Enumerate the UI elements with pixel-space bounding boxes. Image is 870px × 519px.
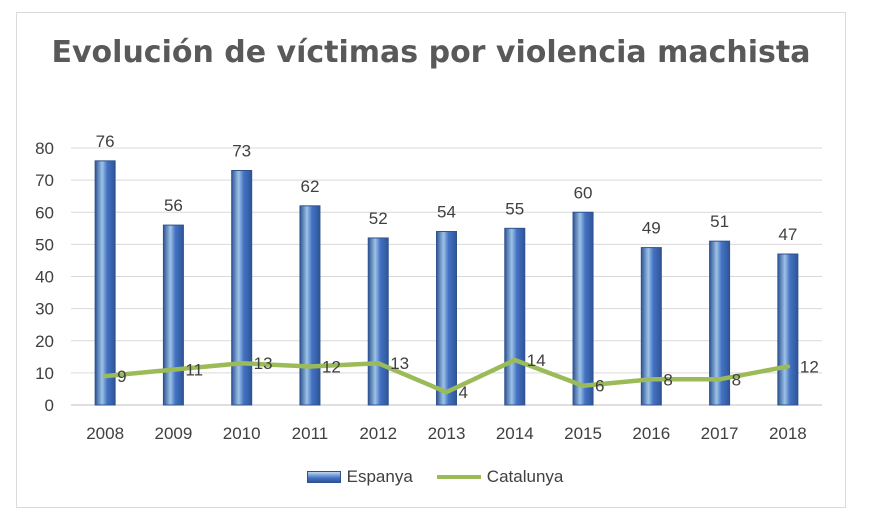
x-tick-label: 2010 [223,424,261,443]
y-tick-label: 80 [35,139,54,158]
data-label-catalunya: 12 [800,357,819,376]
data-label-espanya: 60 [574,183,593,202]
x-tick-label: 2013 [428,424,466,443]
data-label-catalunya: 8 [732,370,741,389]
x-tick-label: 2012 [359,424,397,443]
point-catalunya [785,364,790,369]
bar-espanya [231,169,253,406]
y-tick-label: 50 [35,235,54,254]
point-catalunya [649,377,654,382]
bar-espanya [162,224,184,406]
chart-legend: Espanya Catalunya [0,467,870,487]
data-label-espanya: 49 [642,219,661,238]
x-tick-label: 2016 [632,424,670,443]
bar-espanya [709,240,731,406]
bar-espanya [777,253,799,406]
data-label-catalunya: 4 [459,383,468,402]
y-tick-label: 70 [35,171,54,190]
point-catalunya [103,374,108,379]
x-tick-label: 2017 [701,424,739,443]
legend-item-catalunya: Catalunya [436,467,564,487]
data-label-espanya: 54 [437,203,456,222]
y-tick-label: 60 [35,203,54,222]
legend-swatch-espanya [306,471,341,483]
y-tick-label: 30 [35,300,54,319]
point-catalunya [717,377,722,382]
point-catalunya [444,390,449,395]
data-label-catalunya: 6 [595,377,604,396]
x-tick-label: 2011 [292,424,329,443]
x-tick-label: 2015 [564,424,602,443]
y-tick-label: 10 [35,364,54,383]
data-label-catalunya: 9 [117,367,126,386]
data-label-espanya: 76 [96,132,115,151]
y-tick-label: 0 [45,396,54,415]
bar-espanya [367,237,389,406]
data-label-espanya: 56 [164,196,183,215]
point-catalunya [376,361,381,366]
point-catalunya [171,367,176,372]
point-catalunya [239,361,244,366]
point-catalunya [307,364,312,369]
x-tick-label: 2018 [769,424,807,443]
bar-espanya [299,205,321,406]
legend-label-catalunya: Catalunya [486,467,564,486]
bar-espanya [436,231,457,406]
x-tick-label: 2014 [496,424,534,443]
point-catalunya [512,358,517,363]
legend-label-espanya: Espanya [346,467,413,486]
chart-title: Evolución de víctimas por violencia mach… [51,35,811,70]
data-label-catalunya: 13 [254,354,273,373]
y-tick-label: 40 [35,268,54,287]
data-label-catalunya: 12 [322,357,341,376]
legend-item-espanya: Espanya [306,467,413,487]
bar-espanya [572,211,594,406]
point-catalunya [581,383,586,388]
data-label-espanya: 51 [710,212,729,231]
data-label-catalunya: 8 [663,370,672,389]
data-label-espanya: 73 [232,141,251,160]
chart-frame [16,12,846,508]
data-label-espanya: 47 [778,225,797,244]
data-label-catalunya: 14 [527,351,546,370]
data-label-espanya: 55 [505,199,524,218]
data-label-catalunya: 13 [390,354,409,373]
bar-espanya [640,247,662,406]
data-label-espanya: 62 [300,177,319,196]
data-label-espanya: 52 [369,209,388,228]
data-label-catalunya: 11 [185,361,203,380]
bar-espanya [94,160,116,406]
y-tick-label: 20 [35,332,54,351]
bar-espanya [504,227,526,406]
x-tick-label: 2008 [86,424,124,443]
x-tick-label: 2009 [154,424,192,443]
legend-swatch-catalunya [436,475,481,479]
